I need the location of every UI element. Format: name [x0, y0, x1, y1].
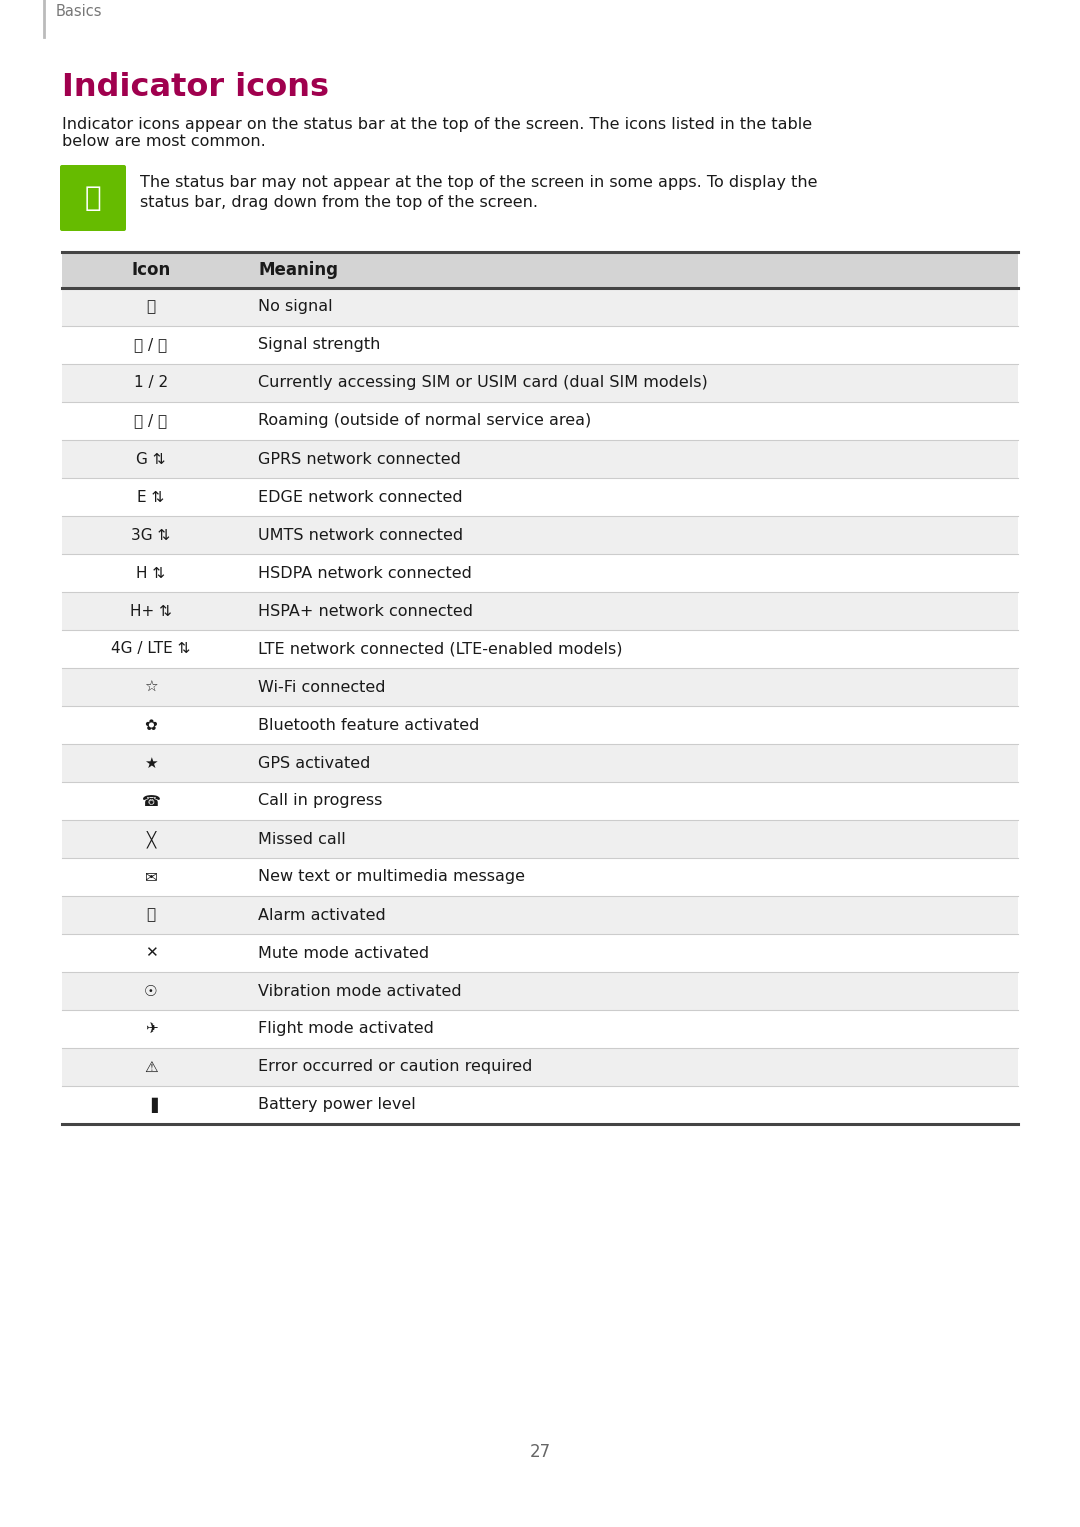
Text: 1 / 2: 1 / 2	[134, 376, 168, 391]
Text: HSPA+ network connected: HSPA+ network connected	[258, 603, 473, 618]
Bar	[62, 1086, 1018, 1124]
Text: 27: 27	[529, 1443, 551, 1461]
Bar	[62, 554, 1018, 592]
Text: ✉: ✉	[145, 869, 158, 884]
Bar	[62, 252, 1018, 289]
Text: 🔔: 🔔	[84, 183, 102, 212]
Text: ⬜ / ⬜: ⬜ / ⬜	[134, 337, 167, 353]
Text: Currently accessing SIM or USIM card (dual SIM models): Currently accessing SIM or USIM card (du…	[258, 376, 707, 391]
Bar	[62, 820, 1018, 858]
Text: Alarm activated: Alarm activated	[258, 907, 386, 922]
Text: Error occurred or caution required: Error occurred or caution required	[258, 1060, 532, 1075]
Text: G ⇅: G ⇅	[136, 452, 165, 467]
Text: 4G / LTE ⇅: 4G / LTE ⇅	[111, 641, 191, 657]
Bar	[62, 516, 1018, 554]
Bar	[62, 402, 1018, 440]
Text: LTE network connected (LTE-enabled models): LTE network connected (LTE-enabled model…	[258, 641, 622, 657]
Bar	[62, 896, 1018, 935]
Bar	[62, 935, 1018, 973]
Text: UMTS network connected: UMTS network connected	[258, 527, 463, 542]
Text: Missed call: Missed call	[258, 832, 346, 846]
Text: Bluetooth feature activated: Bluetooth feature activated	[258, 718, 480, 733]
Text: GPS activated: GPS activated	[258, 756, 370, 771]
Text: GPRS network connected: GPRS network connected	[258, 452, 461, 467]
Text: Call in progress: Call in progress	[258, 794, 382, 808]
Text: Mute mode activated: Mute mode activated	[258, 945, 429, 960]
Text: Wi-Fi connected: Wi-Fi connected	[258, 680, 386, 695]
Text: below are most common.: below are most common.	[62, 134, 266, 150]
Bar	[62, 858, 1018, 896]
Text: Signal strength: Signal strength	[258, 337, 380, 353]
Text: ⚠: ⚠	[145, 1060, 158, 1075]
Text: Roaming (outside of normal service area): Roaming (outside of normal service area)	[258, 414, 591, 429]
Bar	[62, 289, 1018, 325]
Text: Battery power level: Battery power level	[258, 1098, 416, 1113]
Text: HSDPA network connected: HSDPA network connected	[258, 565, 472, 580]
Bar	[62, 631, 1018, 667]
Bar	[62, 1048, 1018, 1086]
Text: Meaning: Meaning	[258, 261, 338, 279]
Bar	[62, 744, 1018, 782]
Bar	[62, 325, 1018, 363]
Bar	[62, 1009, 1018, 1048]
Text: ▐: ▐	[145, 1098, 157, 1113]
Text: ✕: ✕	[145, 945, 158, 960]
Text: New text or multimedia message: New text or multimedia message	[258, 869, 525, 884]
Text: ✿: ✿	[145, 718, 158, 733]
Text: Basics: Basics	[56, 5, 103, 20]
Text: Indicator icons appear on the status bar at the top of the screen. The icons lis: Indicator icons appear on the status bar…	[62, 118, 812, 131]
Text: The status bar may not appear at the top of the screen in some apps. To display : The status bar may not appear at the top…	[140, 176, 818, 189]
Bar	[62, 440, 1018, 478]
Text: status bar, drag down from the top of the screen.: status bar, drag down from the top of th…	[140, 195, 538, 211]
Bar	[62, 363, 1018, 402]
Text: H+ ⇅: H+ ⇅	[130, 603, 172, 618]
Text: Vibration mode activated: Vibration mode activated	[258, 983, 461, 999]
Bar	[62, 782, 1018, 820]
Text: H ⇅: H ⇅	[136, 565, 165, 580]
Text: Icon: Icon	[132, 261, 171, 279]
Text: ★: ★	[145, 756, 158, 771]
Text: ⏰: ⏰	[147, 907, 156, 922]
Text: 3G ⇅: 3G ⇅	[132, 527, 171, 542]
Text: E ⇅: E ⇅	[137, 490, 164, 504]
Bar	[62, 592, 1018, 631]
Text: ╳: ╳	[147, 831, 156, 847]
Bar	[62, 478, 1018, 516]
Bar	[62, 667, 1018, 705]
Bar	[62, 705, 1018, 744]
Text: EDGE network connected: EDGE network connected	[258, 490, 462, 504]
Text: ☎: ☎	[141, 794, 161, 808]
Text: ✈: ✈	[145, 1022, 158, 1037]
Text: ⬜ / ⬜: ⬜ / ⬜	[134, 414, 167, 429]
Bar	[62, 973, 1018, 1009]
Text: No signal: No signal	[258, 299, 333, 315]
Text: Indicator icons: Indicator icons	[62, 72, 329, 102]
Text: ⦸: ⦸	[147, 299, 156, 315]
Text: ☆: ☆	[145, 680, 158, 695]
Text: Flight mode activated: Flight mode activated	[258, 1022, 434, 1037]
FancyBboxPatch shape	[60, 165, 126, 231]
Text: ☉: ☉	[145, 983, 158, 999]
